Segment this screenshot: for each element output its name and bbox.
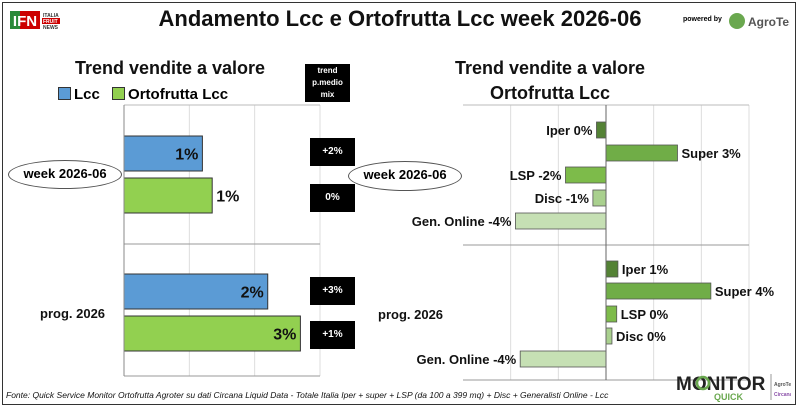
legend: Lcc Ortofrutta Lcc xyxy=(58,86,228,103)
agroter-logo: AgroTer xyxy=(728,10,794,37)
powered-by-label: powered by xyxy=(683,16,722,23)
data-label: LSP -2% xyxy=(510,168,562,183)
bar-iper xyxy=(605,260,619,278)
bar-lsp xyxy=(605,305,618,323)
data-label: 1% xyxy=(216,189,239,206)
trend-box-lcc-prog: +3% xyxy=(310,277,355,305)
ifn-logo: IFN ITALIA FRUIT NEWS xyxy=(10,10,60,31)
right-chart-title: Trend vendite a valore Ortofrutta Lcc xyxy=(454,58,646,103)
trend-box-lcc-week: +2% xyxy=(310,138,355,166)
svg-text:NEWS: NEWS xyxy=(43,25,59,30)
data-label: Iper 1% xyxy=(622,262,669,277)
bar-ortofrutta xyxy=(123,177,213,214)
svg-text:Circana: Circana xyxy=(774,392,791,398)
left-chart-title: Trend vendite a valore xyxy=(74,58,266,78)
data-label: Super 3% xyxy=(682,146,742,161)
trend-header-box: trend p.medio mix xyxy=(305,64,350,102)
monitor-quick-logo: MONITORQUICKAgroTerCircana xyxy=(676,372,793,407)
data-label: Super 4% xyxy=(715,284,775,299)
category-prog-right: prog. 2026 xyxy=(378,307,444,322)
svg-text:FRUIT: FRUIT xyxy=(43,19,58,25)
page-title: Andamento Lcc e Ortofrutta Lcc week 2026… xyxy=(158,6,642,31)
data-label: Iper 0% xyxy=(546,123,593,138)
bar-super xyxy=(605,144,678,162)
data-label: 2% xyxy=(241,285,264,302)
category-week-left: week 2026-06 xyxy=(8,160,122,189)
data-label: Disc -1% xyxy=(535,191,590,206)
legend-item-lcc: Lcc xyxy=(58,86,100,103)
svg-text:AgroTer: AgroTer xyxy=(748,15,790,29)
svg-text:AgroTer: AgroTer xyxy=(774,382,791,388)
data-label: 3% xyxy=(273,327,296,344)
legend-item-ortofrutta: Ortofrutta Lcc xyxy=(112,86,228,103)
bar-iper xyxy=(596,121,607,139)
bar-super xyxy=(605,282,712,300)
bar-ortofrutta xyxy=(123,315,301,352)
data-label: Gen. Online -4% xyxy=(417,352,517,367)
data-label: LSP 0% xyxy=(621,307,669,322)
bar-disc xyxy=(605,327,613,345)
data-label: Gen. Online -4% xyxy=(412,214,512,229)
trend-box-ortofrutta-prog: +1% xyxy=(310,321,355,349)
data-label: Disc 0% xyxy=(616,329,666,344)
svg-text:QUICK: QUICK xyxy=(714,392,744,402)
bar-disc xyxy=(592,189,607,207)
svg-text:ITALIA: ITALIA xyxy=(43,13,59,19)
trend-box-ortofrutta-week: 0% xyxy=(310,184,355,212)
frame-border xyxy=(2,2,796,405)
bar-lsp xyxy=(565,166,607,184)
svg-text:IFN: IFN xyxy=(13,13,37,30)
data-label: 1% xyxy=(175,147,198,164)
bar-gen-online xyxy=(515,212,607,230)
category-week-right: week 2026-06 xyxy=(348,161,462,191)
bar-lcc xyxy=(123,135,203,172)
category-prog-left: prog. 2026 xyxy=(40,306,106,321)
bar-gen-online xyxy=(519,350,607,368)
source-footnote: Fonte: Quick Service Monitor Ortofrutta … xyxy=(6,390,609,400)
